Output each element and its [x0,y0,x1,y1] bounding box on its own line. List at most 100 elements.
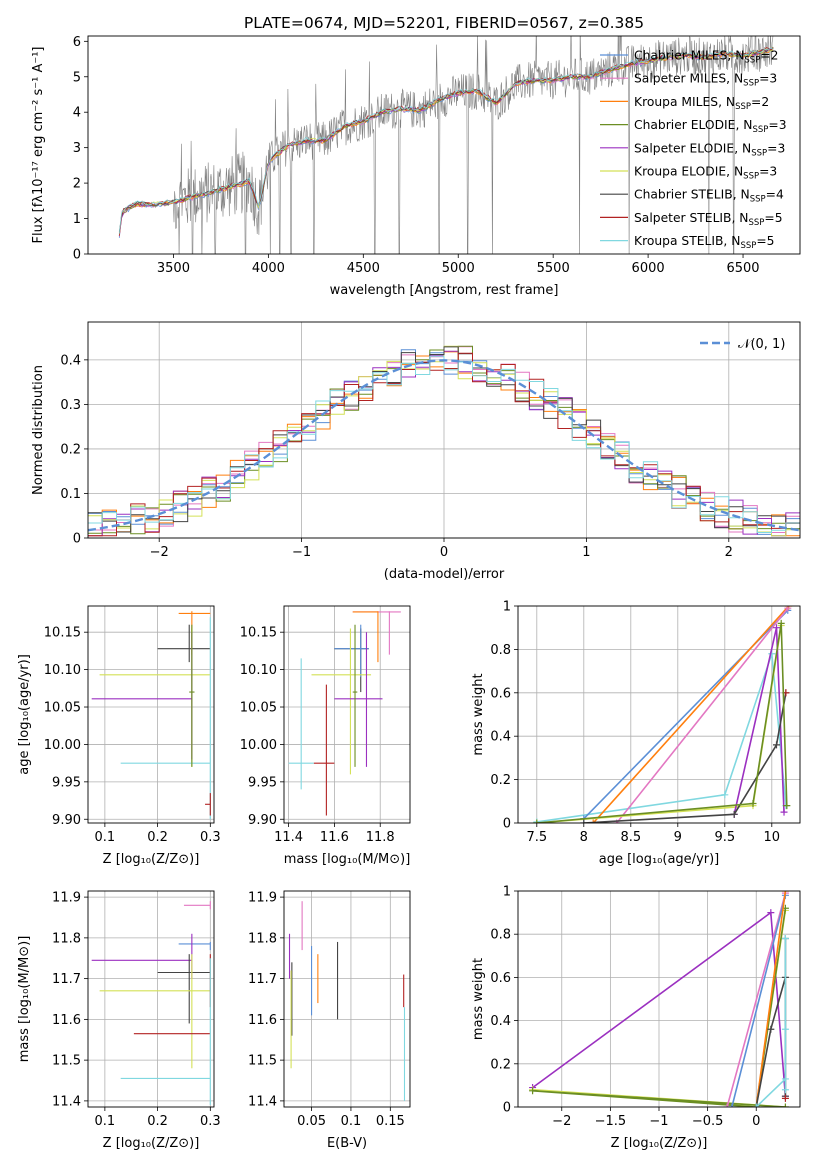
y-tick-label: 10.05 [240,701,277,716]
legend-label-suffix: =2 [751,95,769,109]
x-axis-label: mass [log₁₀(M/M⊙)] [284,852,411,867]
series-marker-salpeter_miles [784,606,792,612]
y-tick-label: 11.7 [52,972,81,987]
series-marker-chabrier_elodie [749,799,757,807]
x-tick-label: 5000 [442,261,475,276]
y-tick-label: 1 [503,885,511,900]
x-tick-label: −1 [292,545,311,560]
y-tick-label: 11.5 [248,1054,277,1069]
legend-label: Kroupa STELIB, NSSP=5 [634,234,775,251]
y-tick-label: 0.6 [490,971,511,986]
hist-kroupa_stelib [88,355,800,533]
plot-area [288,901,406,1101]
legend-label-main: Chabrier ELODIE, N [634,118,752,132]
series-marker-chabrier_stelib [767,1025,775,1033]
series-marker-kroupa_miles [589,819,597,823]
y-axis-label: age [log₁₀(age/yr)] [17,654,32,775]
series-marker-chabrier_miles [728,1103,736,1107]
plot-area [91,611,211,820]
plot-area [91,901,211,1105]
axes-frame [87,321,801,539]
legend-label-main: Chabrier STELIB, N [634,188,750,202]
model-line-kroupa_elodie [118,47,774,236]
x-tick-label: 7.5 [526,830,547,845]
y-tick-label: 0 [73,532,81,547]
legend-label-suffix: =5 [764,211,782,225]
x-tick-label: 6000 [632,261,665,276]
legend-label-suffix: =3 [759,165,777,179]
axes-frame [87,35,801,255]
plot-area [529,891,789,1107]
y-tick-label: 0 [503,817,511,832]
series-line-salpeter_miles [616,607,789,823]
legend-label-sub: SSP [752,125,768,135]
y-tick-label: 11.9 [52,891,81,906]
x-tick-label: 3500 [157,261,190,276]
y-tick-label: 0.6 [490,686,511,701]
x-tick-label: 0 [440,545,448,560]
x-tick-label: 0.3 [200,1114,221,1129]
series-line-kroupa_miles [592,606,790,823]
series-line-salpeter_miles [726,892,787,1107]
y-tick-label: 11.9 [248,891,277,906]
y-tick-label: 10.10 [44,663,81,678]
series-line-chabrier_miles [731,895,787,1107]
legend-label: Salpeter ELODIE, NSSP=3 [634,141,785,158]
series-marker-salpeter_elodie [767,909,775,917]
y-tick-label: 0.2 [490,773,511,788]
y-tick-label: 0 [503,1101,511,1116]
legend-label-suffix: =2 [760,49,778,63]
y-tick-label: 0.8 [490,643,511,658]
x-tick-label: 0.05 [297,1114,326,1129]
x-tick-label: −1 [649,1114,668,1129]
y-tick-label: 11.8 [248,931,277,946]
x-axis-label: Z [log₁₀(Z/Z⊙)] [103,852,200,867]
legend-label: Kroupa MILES, NSSP=2 [634,95,769,112]
x-tick-label: 2 [725,545,733,560]
chart-age_vs_mass: 11.4 11.6 11.8 9.90 9.95 10.00 10.05 10.10 10.15… [240,605,411,867]
x-tick-label: 10 [764,830,781,845]
y-tick-label: 0.4 [490,730,511,745]
plot-area [533,606,793,823]
legend-label-sub: SSP [743,172,759,182]
y-tick-label: 11.7 [248,972,277,987]
y-tick-label: 0.8 [490,928,511,943]
y-tick-label: 9.95 [52,775,81,790]
x-tick-label: 0.3 [200,830,221,845]
x-tick-label: 4500 [347,261,380,276]
y-tick-label: 1 [73,212,81,227]
plot-area [288,611,401,816]
series-marker-salpeter_miles [723,1103,731,1107]
series-marker-salpeter_stelib [781,1094,789,1102]
legend-label-sub: SSP [743,79,759,89]
x-axis-label: (data-model)/error [384,567,505,582]
legend-label-main: Kroupa MILES, N [634,95,735,109]
series-line-kroupa_miles [755,891,787,1107]
y-tick-label: 5 [73,70,81,85]
series-marker-kroupa_stelib [781,1075,789,1083]
legend-label-main: Salpeter ELODIE, N [634,141,751,155]
legend-label-suffix: =3 [759,72,777,86]
y-tick-label: 0.1 [60,487,81,502]
axes-frame [517,605,801,824]
y-tick-label: 11.6 [52,1013,81,1028]
x-tick-label: 9 [674,830,682,845]
y-axis-label: mass [log₁₀(M/M⊙)] [17,936,32,1063]
y-tick-label: 0.2 [60,442,81,457]
y-tick-label: 10.00 [240,738,277,753]
legend-label-suffix: =3 [767,141,785,155]
series-line-chabrier_elodie [536,623,788,823]
chart-massweight_vs_Z: −2 −1.5 −1 −0.5 0 0 0.2 0.4 0.6 0.8 1 Z [log₁₀(Z/Z⊙… [471,885,801,1151]
legend-label: Chabrier MILES, NSSP=2 [634,49,778,66]
series-marker-chabrier_stelib [773,741,780,749]
chart-spectrum: 3500 4000 4500 5000 5500 6000 6500 0 1 2 3 4 5 6 wavel… [31,35,801,298]
y-tick-label: 11.5 [52,1054,81,1069]
x-tick-label: 1 [582,545,590,560]
x-tick-label: 11.4 [274,830,303,845]
y-tick-label: 0.4 [490,1014,511,1029]
axes-frame [283,890,411,1108]
chart-mass_vs_Z: 0.1 0.2 0.3 11.4 11.5 11.6 11.7 11.8 11.9 Z [log₁… [17,890,221,1151]
x-axis-label: age [log₁₀(age/yr)] [599,852,720,867]
